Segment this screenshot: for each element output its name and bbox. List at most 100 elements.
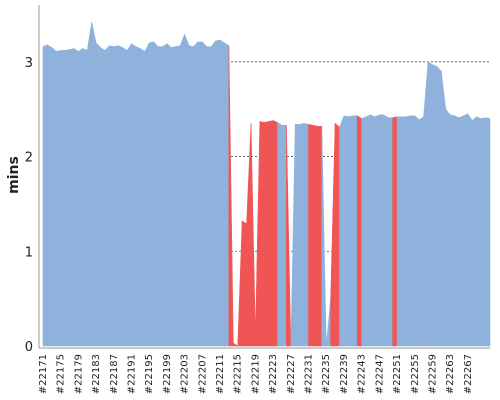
stable-build-area (55, 50, 62, 347)
stable-build-area (379, 114, 385, 347)
x-tick-label: #22207 (197, 354, 208, 394)
stable-build-area (109, 45, 115, 347)
failed-build-area (334, 122, 340, 347)
failed-build-area (250, 123, 256, 347)
stable-build-area (361, 116, 367, 347)
stable-build-area (383, 114, 389, 347)
stable-build-area (303, 123, 309, 347)
stable-build-area (414, 115, 420, 347)
x-tick-label: #22179 (73, 354, 84, 394)
x-tick-label: #22263 (445, 354, 456, 394)
stable-build-area (365, 114, 371, 347)
x-tick-label: #22243 (357, 354, 368, 394)
x-tick-label: #22223 (268, 354, 279, 394)
y-tick-label: 3 (25, 56, 33, 71)
stable-build-area (188, 45, 194, 347)
stable-build-area (135, 46, 141, 347)
stable-build-area (281, 124, 287, 347)
stable-build-area (210, 40, 216, 347)
failed-build-area (392, 116, 398, 347)
stable-build-area (78, 48, 84, 347)
stable-build-area (480, 117, 486, 347)
failed-build-area (259, 121, 265, 347)
stable-build-area (91, 21, 97, 347)
stable-build-area (64, 49, 70, 347)
y-tick-label: 0 (25, 340, 33, 355)
stable-build-area (348, 115, 354, 347)
x-tick-label: #22195 (144, 354, 155, 394)
stable-build-area (51, 46, 57, 347)
stable-build-area (441, 71, 447, 347)
stable-build-area (277, 121, 283, 347)
stable-build-area (157, 46, 163, 347)
stable-build-area (162, 43, 168, 347)
failed-build-area (263, 121, 270, 347)
stable-build-area (418, 116, 424, 347)
failed-build-area (317, 125, 323, 347)
x-tick-label: #22183 (91, 354, 102, 394)
failed-build-area (268, 120, 274, 347)
stable-build-area (463, 113, 469, 347)
stable-build-area (179, 34, 185, 347)
stable-build-area (436, 65, 442, 347)
y-tick-label: 1 (25, 245, 33, 260)
stable-build-area (396, 116, 402, 347)
stable-build-area (458, 115, 464, 347)
x-tick-label: #22171 (38, 354, 49, 394)
stable-build-area (224, 42, 230, 347)
failed-build-area (308, 123, 314, 347)
x-tick-label: #22175 (56, 354, 67, 394)
stable-build-area (352, 115, 358, 347)
stable-build-area (82, 48, 88, 347)
y-tick-labels: 0 1 2 3 (25, 56, 33, 355)
stable-build-area (374, 114, 380, 347)
stable-build-area (427, 61, 433, 347)
stable-build-area (95, 42, 101, 347)
stable-build-area (206, 46, 212, 347)
stable-build-area (140, 48, 146, 347)
stable-build-area (445, 108, 451, 347)
stable-build-area (117, 45, 123, 347)
stable-build-area (197, 41, 203, 347)
stable-build-area (405, 115, 411, 347)
stable-build-area (321, 126, 327, 347)
failed-build-area (356, 115, 362, 347)
x-tick-label: #22259 (427, 354, 438, 394)
stable-build-area (126, 42, 132, 347)
stable-build-area (131, 43, 137, 347)
stable-build-area (60, 50, 66, 347)
stable-build-area (166, 43, 172, 347)
area-series (42, 21, 491, 347)
y-axis-title: mins (6, 156, 22, 194)
stable-build-area (184, 34, 190, 347)
stable-build-area (47, 44, 53, 347)
failed-build-area (286, 125, 292, 347)
failed-build-area (233, 342, 239, 347)
stable-build-area (370, 114, 376, 347)
x-tick-label: #22267 (463, 354, 474, 394)
stable-build-area (153, 41, 159, 347)
x-tick-label: #22255 (410, 354, 421, 394)
x-tick-label: #22219 (250, 354, 261, 394)
stable-build-area (215, 39, 221, 347)
stable-build-area (485, 117, 491, 347)
stable-build-area (471, 116, 478, 347)
x-tick-label: #22235 (321, 354, 332, 394)
stable-build-area (423, 61, 429, 347)
failed-build-area (241, 220, 247, 347)
stable-build-area (299, 123, 305, 347)
stable-build-area (104, 44, 110, 347)
x-tick-labels: #22171 #22175 #22179 #22183 #22187 #22191 #221… (38, 354, 474, 394)
failed-build-area (272, 120, 278, 347)
x-tick-label: #22211 (215, 354, 226, 394)
stable-build-area (73, 48, 79, 347)
stable-build-area (42, 44, 48, 347)
failed-build-area (255, 121, 261, 347)
stable-build-area (343, 115, 349, 347)
stable-build-area (449, 114, 455, 347)
x-tick-label: #22239 (339, 354, 350, 394)
x-tick-label: #22227 (286, 354, 297, 394)
stable-build-area (325, 298, 331, 347)
stable-build-area (122, 47, 128, 347)
